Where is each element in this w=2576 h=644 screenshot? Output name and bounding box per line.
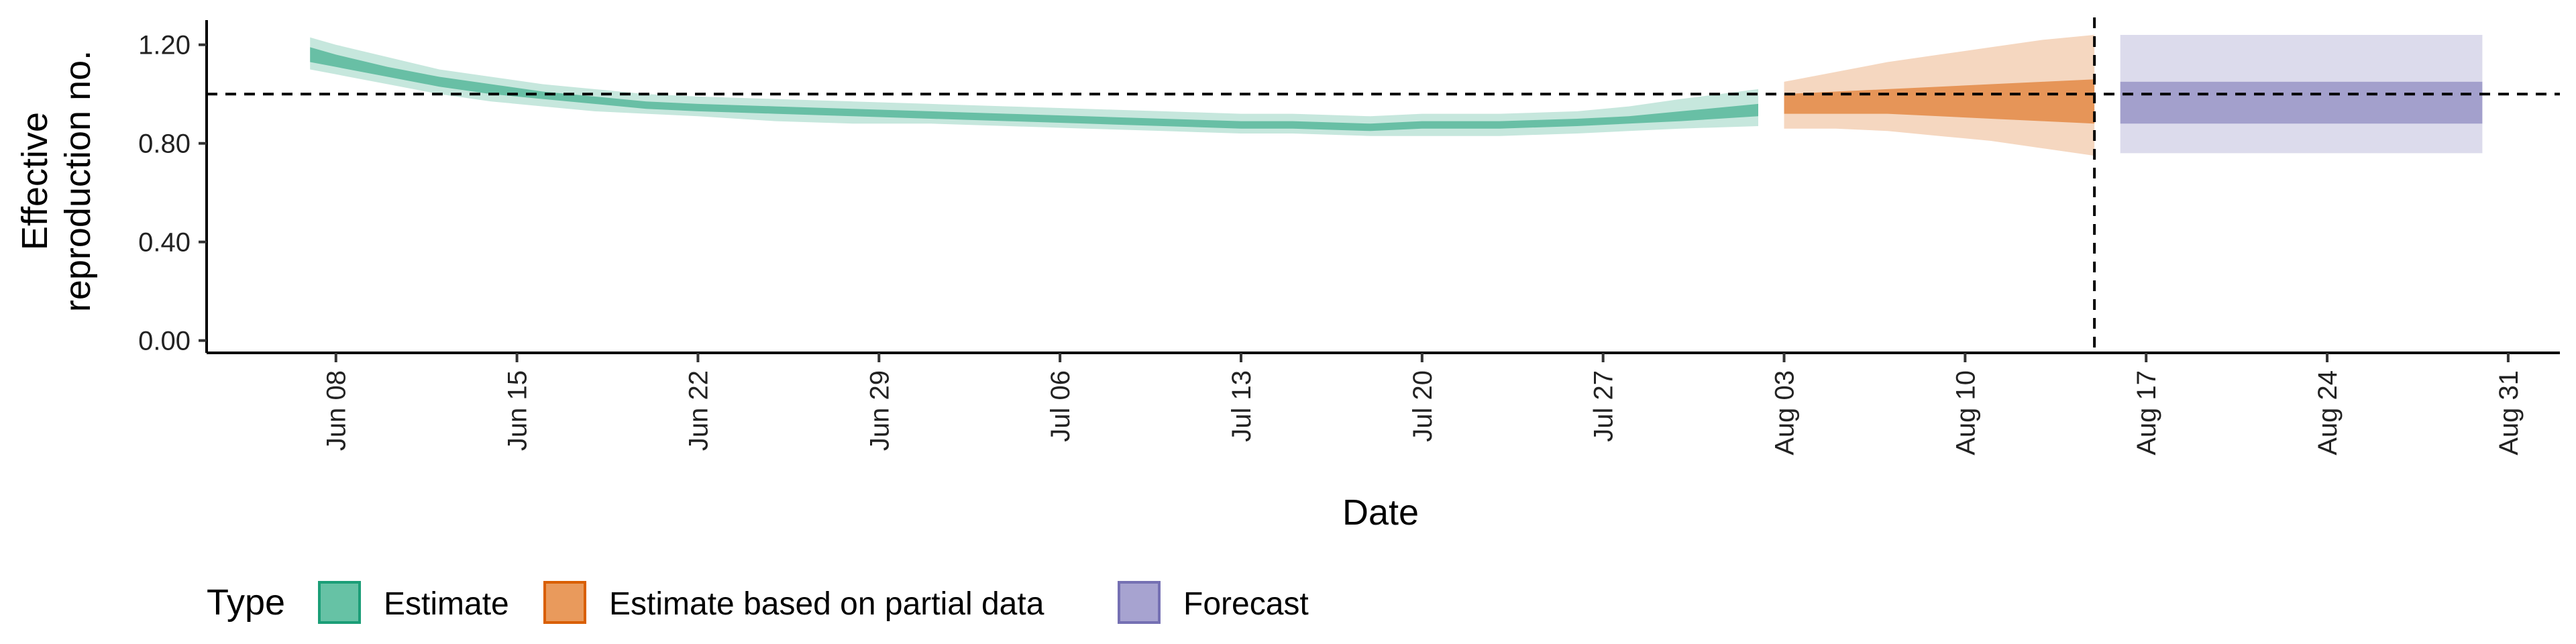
x-tick-label: Jul 20 — [1408, 370, 1438, 442]
x-tick-label: Jul 13 — [1227, 370, 1256, 442]
legend-label-forecast: Forecast — [1183, 586, 1309, 622]
axes-layer: 0.00 0.40 0.80 1.20 Jun 08 Jun 15 Jun 22 Jun 29… — [138, 20, 2560, 455]
y-tick-label: 1.20 — [138, 31, 191, 60]
reference-lines-layer — [207, 17, 2560, 353]
x-tick-label: Jul 06 — [1046, 370, 1075, 442]
legend-label-partial-estimate: Estimate based on partial data — [609, 586, 1044, 622]
band-inner-estimate-based-on-partial-data — [1784, 79, 2095, 124]
x-tick-label: Jun 22 — [684, 370, 713, 451]
x-tick-label: Jun 29 — [865, 370, 894, 451]
legend-key-partial-estimate — [543, 581, 586, 624]
y-axis-title-line-1: Effective — [15, 112, 55, 250]
y-tick-label: 0.00 — [138, 327, 191, 356]
band-outer-estimate — [310, 37, 1759, 136]
legend-label-estimate: Estimate — [384, 586, 509, 622]
x-tick-label: Jul 27 — [1589, 370, 1619, 442]
x-tick-label: Aug 17 — [2132, 370, 2161, 455]
x-tick-label: Jun 08 — [322, 370, 352, 451]
x-tick-label: Aug 03 — [1770, 370, 1800, 455]
legend-title: Type — [207, 582, 285, 623]
x-tick-label: Aug 10 — [1951, 370, 1980, 455]
y-tick-label: 0.80 — [138, 129, 191, 159]
x-tick-label: Jun 15 — [503, 370, 533, 451]
legend-key-forecast — [1118, 581, 1161, 624]
band-inner-estimate — [310, 47, 1759, 131]
legend: Type Estimate Estimate based on partial … — [207, 581, 1309, 624]
x-axis-title: Date — [1342, 492, 1419, 533]
x-tick-label: Aug 31 — [2494, 370, 2524, 455]
y-tick-label: 0.40 — [138, 228, 191, 258]
y-axis-title-line-2: reproduction no. — [58, 50, 98, 312]
x-tick-label: Aug 24 — [2313, 370, 2343, 455]
band-inner-forecast — [2120, 81, 2483, 124]
legend-key-estimate — [318, 581, 361, 624]
